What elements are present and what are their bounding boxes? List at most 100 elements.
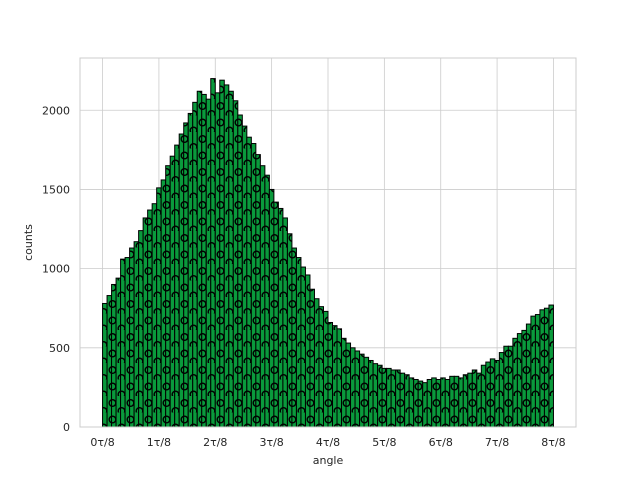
- histogram-bar: [313, 298, 320, 428]
- bar-hatch: [268, 188, 275, 428]
- histogram-bar: [476, 372, 482, 428]
- bar-hatch: [485, 361, 491, 428]
- bar-hatch: [246, 136, 252, 428]
- histogram-bar: [426, 378, 433, 428]
- histogram-bar: [440, 377, 446, 428]
- bar-hatch: [440, 377, 446, 428]
- histogram-bar: [521, 329, 527, 428]
- histogram-bar: [160, 179, 167, 428]
- histogram-bar: [228, 90, 234, 428]
- x-tick-label: 8τ/8: [541, 436, 565, 449]
- bar-hatch: [507, 345, 514, 428]
- histogram-bar: [363, 356, 370, 428]
- bar-hatch: [449, 375, 455, 428]
- bar-hatch: [192, 101, 198, 428]
- bar-hatch: [286, 233, 293, 428]
- bar-hatch: [444, 378, 451, 428]
- histogram-bar: [359, 353, 365, 428]
- histogram-bar: [480, 364, 487, 428]
- bar-hatch: [115, 277, 122, 428]
- bar-hatch: [282, 217, 288, 428]
- bar-hatch: [462, 374, 469, 428]
- bar-hatch: [453, 375, 460, 428]
- histogram-bar: [138, 230, 144, 428]
- bar-hatch: [539, 309, 545, 428]
- axes-border: [79, 57, 577, 428]
- bar-hatch: [431, 377, 437, 428]
- histogram-bar: [291, 247, 297, 428]
- bar-hatch: [350, 347, 356, 428]
- histogram-bar: [350, 347, 356, 428]
- histogram-bar: [395, 369, 401, 428]
- bar-hatch: [417, 380, 424, 428]
- bar-hatch: [480, 364, 487, 428]
- histogram-bar: [525, 323, 532, 428]
- histogram-bar: [133, 241, 140, 428]
- bar-hatch: [404, 374, 410, 428]
- histogram-bars: [102, 78, 554, 428]
- bar-hatch: [313, 298, 320, 428]
- bar-hatch: [169, 155, 176, 428]
- bar-hatch: [264, 174, 270, 428]
- axes-frame: [79, 57, 577, 428]
- histogram-bar: [548, 304, 554, 428]
- histogram-bar: [431, 377, 437, 428]
- histogram-bar: [372, 363, 379, 428]
- bar-hatch: [291, 247, 297, 428]
- histogram-bar: [467, 372, 473, 428]
- bar-hatch: [295, 257, 302, 428]
- bar-hatch: [124, 257, 131, 428]
- bar-hatch: [471, 369, 478, 428]
- bar-hatch: [354, 350, 361, 428]
- bar-hatch: [413, 378, 419, 428]
- bar-hatch: [359, 353, 365, 428]
- bar-hatch: [341, 337, 347, 428]
- y-tick-label: 1000: [42, 263, 70, 276]
- bar-hatch: [196, 90, 203, 428]
- x-tick-label: 6τ/8: [429, 436, 453, 449]
- histogram-bar: [151, 203, 158, 428]
- histogram-bar: [390, 369, 397, 428]
- bar-hatch: [543, 307, 550, 428]
- histogram-bar: [332, 325, 338, 428]
- histogram-bar: [309, 288, 315, 428]
- bar-hatch: [106, 295, 113, 428]
- bar-hatch: [142, 217, 149, 428]
- histogram-bar: [201, 93, 207, 428]
- bar-hatch: [318, 306, 324, 428]
- histogram-bar: [174, 144, 180, 428]
- histogram-bar: [341, 337, 347, 428]
- histogram-bar: [277, 207, 284, 428]
- bar-hatch: [309, 288, 315, 428]
- x-axis-ticks: 0τ/8 1τ/8 2τ/8 3τ/8 4τ/8 5τ/8 6τ/8 7τ/8 8τ/8: [90, 436, 565, 449]
- bar-hatch: [300, 266, 306, 428]
- bar-hatch: [205, 98, 212, 428]
- x-tick-label: 7τ/8: [485, 436, 509, 449]
- histogram-bar: [196, 90, 203, 428]
- histogram-bar: [205, 98, 212, 428]
- histogram-bar: [322, 310, 329, 428]
- bar-hatch: [336, 328, 343, 428]
- bar-hatch: [129, 247, 135, 428]
- histogram-bar: [219, 79, 225, 428]
- histogram-bar: [354, 350, 361, 428]
- bar-hatch: [494, 359, 500, 428]
- bar-hatch: [467, 372, 473, 428]
- bar-hatch: [138, 230, 144, 428]
- bar-hatch: [219, 79, 225, 428]
- histogram-bar: [147, 209, 153, 428]
- histogram-bar: [255, 154, 261, 428]
- histogram-bar: [156, 187, 162, 428]
- histogram-bar: [250, 143, 257, 428]
- x-tick-label: 0τ/8: [90, 436, 114, 449]
- histogram-bar: [246, 136, 252, 428]
- bar-hatch: [408, 377, 415, 428]
- bar-hatch: [156, 187, 162, 428]
- histogram-bar: [223, 84, 230, 428]
- bar-hatch: [223, 84, 230, 428]
- bar-hatch: [368, 359, 374, 428]
- histogram-bar: [449, 375, 455, 428]
- bar-hatch: [277, 207, 284, 428]
- x-tick-label: 2τ/8: [203, 436, 227, 449]
